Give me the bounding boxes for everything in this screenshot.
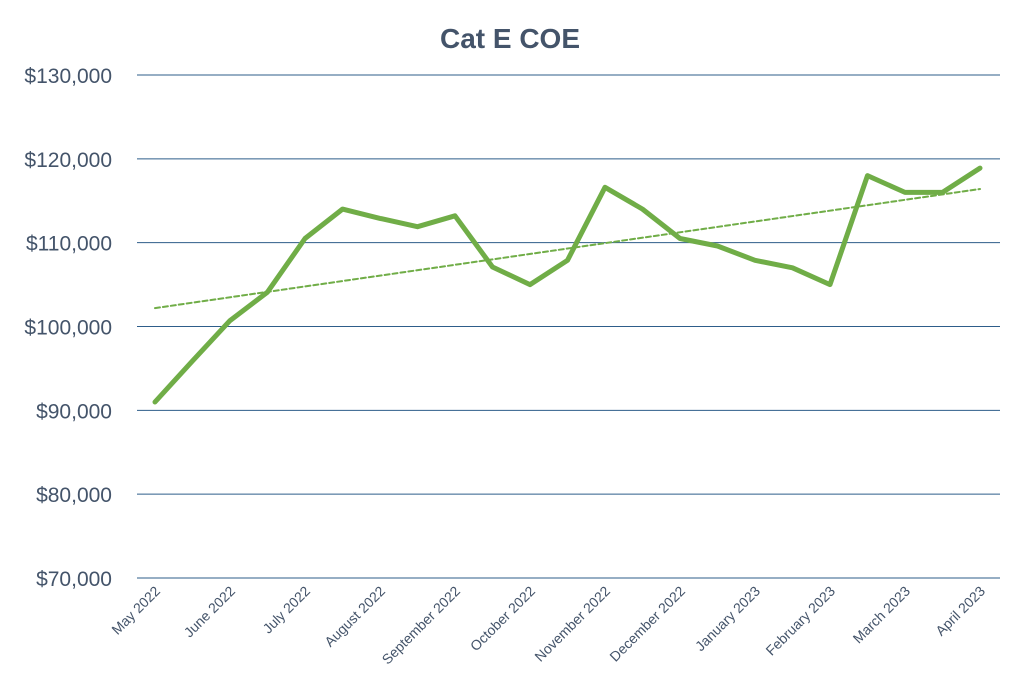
y-axis-tick-labels: $70,000 $80,000 $90,000 $100,000 $110,000 $12… bbox=[24, 65, 112, 591]
y-tick-label: $120,000 bbox=[24, 149, 112, 172]
x-axis-tick-labels: May 2022 June 2022 July 2022 August 2022Sep… bbox=[108, 583, 988, 668]
x-tick-label: April 2023 bbox=[932, 583, 988, 639]
y-tick-label: $100,000 bbox=[24, 317, 112, 340]
x-tick-label: February 2023 bbox=[762, 583, 838, 659]
x-tick-label: January 2023 bbox=[692, 583, 763, 654]
y-tick-label: $70,000 bbox=[36, 568, 112, 591]
y-tick-label: $110,000 bbox=[26, 233, 112, 256]
x-tick-label: August 2022 bbox=[321, 583, 388, 650]
x-tick-label: July 2022 bbox=[259, 583, 313, 637]
series-line bbox=[152, 165, 983, 405]
trendline bbox=[154, 188, 981, 310]
x-tick-label: March 2023 bbox=[850, 583, 914, 647]
y-tick-label: $130,000 bbox=[24, 65, 112, 88]
x-tick-label: December 2022 bbox=[606, 583, 688, 665]
x-tick-label: June 2022 bbox=[181, 583, 239, 641]
y-tick-label: $80,000 bbox=[36, 484, 112, 507]
gridlines bbox=[137, 74, 1000, 579]
y-tick-label: $90,000 bbox=[36, 400, 112, 423]
x-tick-label: September 2022 bbox=[379, 583, 464, 668]
x-tick-label: May 2022 bbox=[108, 583, 163, 638]
series-lines bbox=[152, 165, 983, 405]
x-tick-label: November 2022 bbox=[531, 583, 613, 665]
x-tick-label: October 2022 bbox=[467, 583, 538, 654]
chart-title: Cat E COE bbox=[440, 23, 580, 54]
